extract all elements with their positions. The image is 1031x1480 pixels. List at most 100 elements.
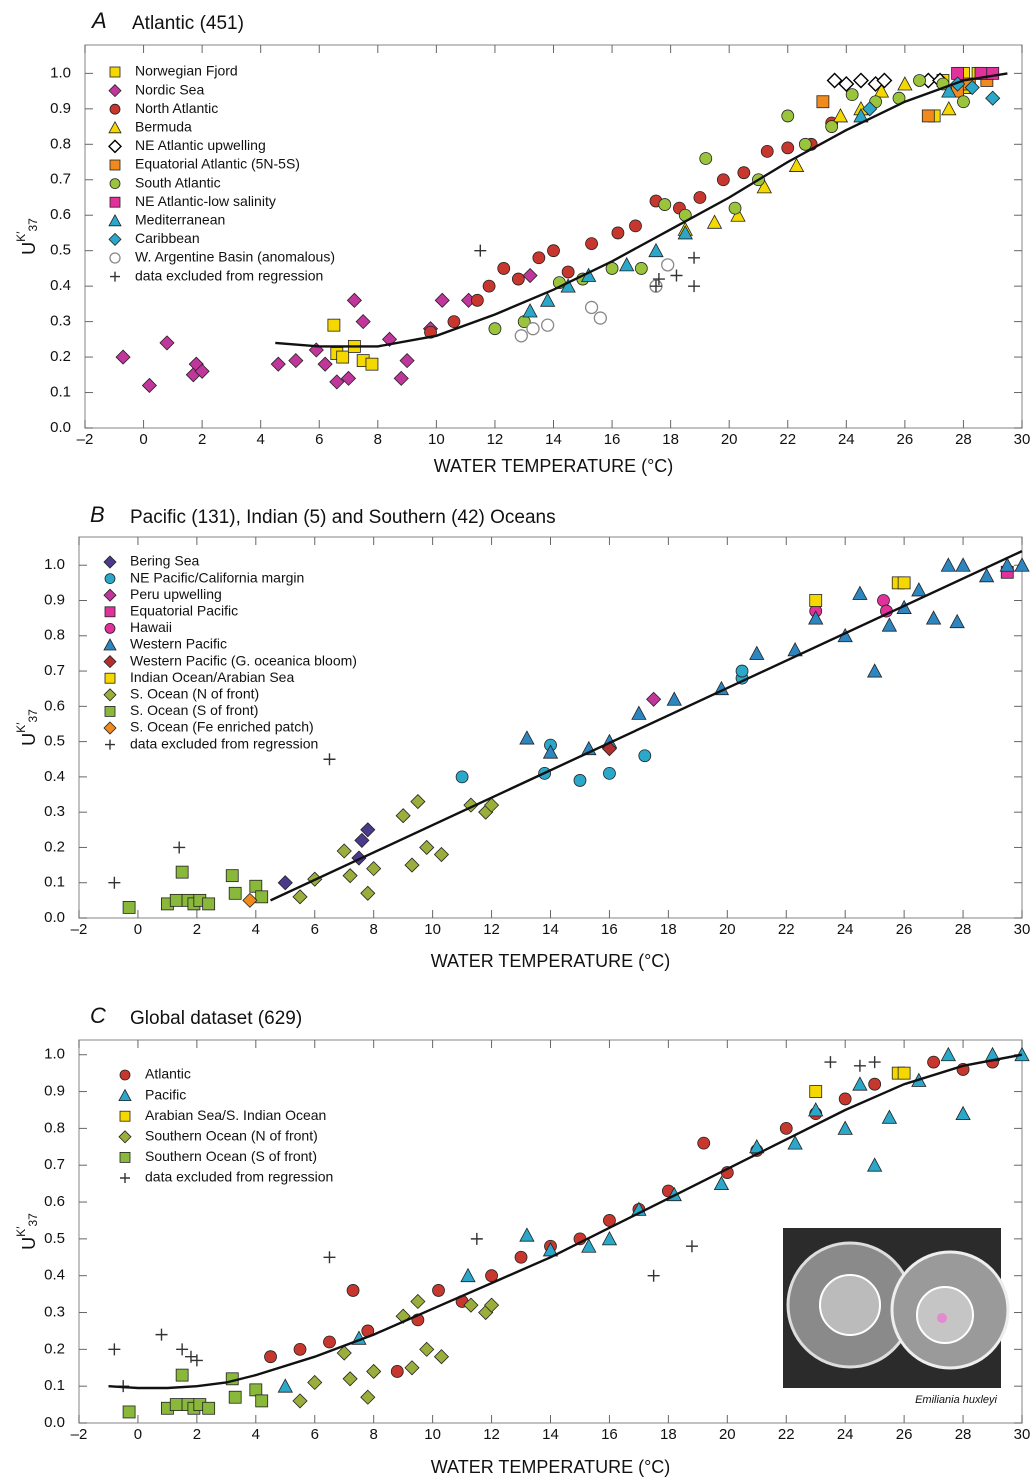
data-point <box>497 262 511 275</box>
data-point <box>432 1284 445 1297</box>
data-point <box>270 356 286 372</box>
data-point <box>526 322 540 336</box>
x-tick-label: 30 <box>1014 431 1031 448</box>
y-tick-label: 0.4 <box>44 1267 65 1284</box>
data-point <box>927 1055 940 1069</box>
data-point <box>460 1267 476 1283</box>
data-point <box>175 1368 189 1382</box>
data-point <box>693 191 707 204</box>
regression-line <box>269 550 1023 902</box>
data-point <box>108 876 121 889</box>
data-point <box>366 1363 382 1380</box>
data-point <box>685 1240 698 1253</box>
data-point <box>868 1056 881 1069</box>
legend-marker <box>109 103 121 115</box>
data-point <box>949 613 965 629</box>
data-point <box>194 363 210 379</box>
data-point <box>756 179 772 194</box>
y-tick-label: 0.0 <box>50 419 71 436</box>
legend-marker <box>104 606 116 618</box>
data-point <box>307 1374 323 1391</box>
legend-label: Arabian Sea/S. Indian Ocean <box>145 1107 326 1123</box>
data-point <box>317 356 333 372</box>
x-tick-label: 24 <box>837 921 854 938</box>
data-point <box>601 1231 618 1246</box>
legend-label: W. Argentine Basin (anomalous) <box>135 249 335 265</box>
x-tick-label: –2 <box>71 1426 88 1443</box>
data-point <box>547 244 560 258</box>
data-point <box>706 214 723 229</box>
legend-label: Equatorial Atlantic (5N-5S) <box>135 156 300 172</box>
legend-label: South Atlantic <box>135 174 221 190</box>
data-point <box>873 83 890 98</box>
legend-marker <box>109 159 121 171</box>
data-point <box>190 1354 203 1367</box>
x-tick-label: 18 <box>660 921 677 938</box>
data-point <box>159 335 175 351</box>
x-tick-label: 18 <box>660 1426 677 1443</box>
y-tick-label: 0.2 <box>44 838 65 855</box>
data-point <box>735 664 749 678</box>
panel: B Pacific (131), Indian (5) and Southern … <box>14 502 1030 971</box>
data-point <box>737 166 751 180</box>
data-point <box>838 1092 852 1106</box>
data-point <box>474 244 487 257</box>
data-point <box>897 576 911 590</box>
data-point <box>433 1349 450 1365</box>
data-point <box>336 843 352 859</box>
panel: C Global dataset (629) WATER TEMPERATURE (… <box>14 1003 1030 1477</box>
x-tick-label: 2 <box>198 431 206 448</box>
data-point <box>561 265 575 279</box>
y-label-sup: K′ <box>14 231 28 242</box>
y-tick-label: 0.8 <box>44 627 65 644</box>
legend-label: data excluded from regression <box>130 735 318 751</box>
data-point <box>542 744 559 759</box>
data-point <box>390 1365 404 1378</box>
legend-label: data excluded from regression <box>145 1169 333 1185</box>
data-point <box>360 885 376 901</box>
x-tick-label: 12 <box>483 921 500 938</box>
y-tick-label: 0.9 <box>44 591 65 608</box>
legend-label: NE Pacific/California margin <box>130 569 304 585</box>
data-point <box>519 730 535 745</box>
legend-label: Nordic Sea <box>135 81 204 97</box>
y-axis-label: UK′37 <box>14 709 40 746</box>
data-point <box>581 1238 597 1253</box>
data-point <box>482 279 496 293</box>
data-point <box>881 1109 898 1124</box>
legend-marker <box>103 555 117 569</box>
y-tick-label: 0.0 <box>44 1414 65 1431</box>
y-tick-label: 0.2 <box>44 1340 65 1357</box>
data-point <box>108 1343 121 1356</box>
x-axis-label: WATER TEMPERATURE (°C) <box>431 1457 671 1477</box>
data-point <box>852 1076 868 1091</box>
data-point <box>603 766 616 780</box>
data-point <box>419 839 435 856</box>
data-point <box>176 1343 189 1356</box>
x-tick-label: 20 <box>721 431 738 448</box>
legend-label: North Atlantic <box>135 100 218 116</box>
data-point <box>292 889 308 905</box>
data-point <box>787 1135 803 1150</box>
data-point <box>365 357 379 371</box>
regression-line <box>275 72 1008 348</box>
data-point <box>514 1250 528 1264</box>
x-tick-label: 0 <box>139 431 147 448</box>
data-point <box>955 557 971 572</box>
data-point <box>470 1232 483 1245</box>
data-point <box>329 374 345 390</box>
data-point <box>288 353 304 369</box>
data-point <box>999 557 1015 572</box>
x-tick-label: 10 <box>428 431 445 448</box>
data-point <box>169 893 183 907</box>
data-point <box>837 1120 853 1135</box>
data-point <box>455 770 469 784</box>
data-point <box>809 594 823 607</box>
x-tick-label: 28 <box>955 1426 972 1443</box>
y-tick-label: 0.7 <box>44 662 65 679</box>
data-point <box>228 1390 242 1404</box>
y-tick-label: 0.2 <box>50 348 71 365</box>
data-point <box>532 251 546 265</box>
x-tick-label: 20 <box>719 1426 736 1443</box>
